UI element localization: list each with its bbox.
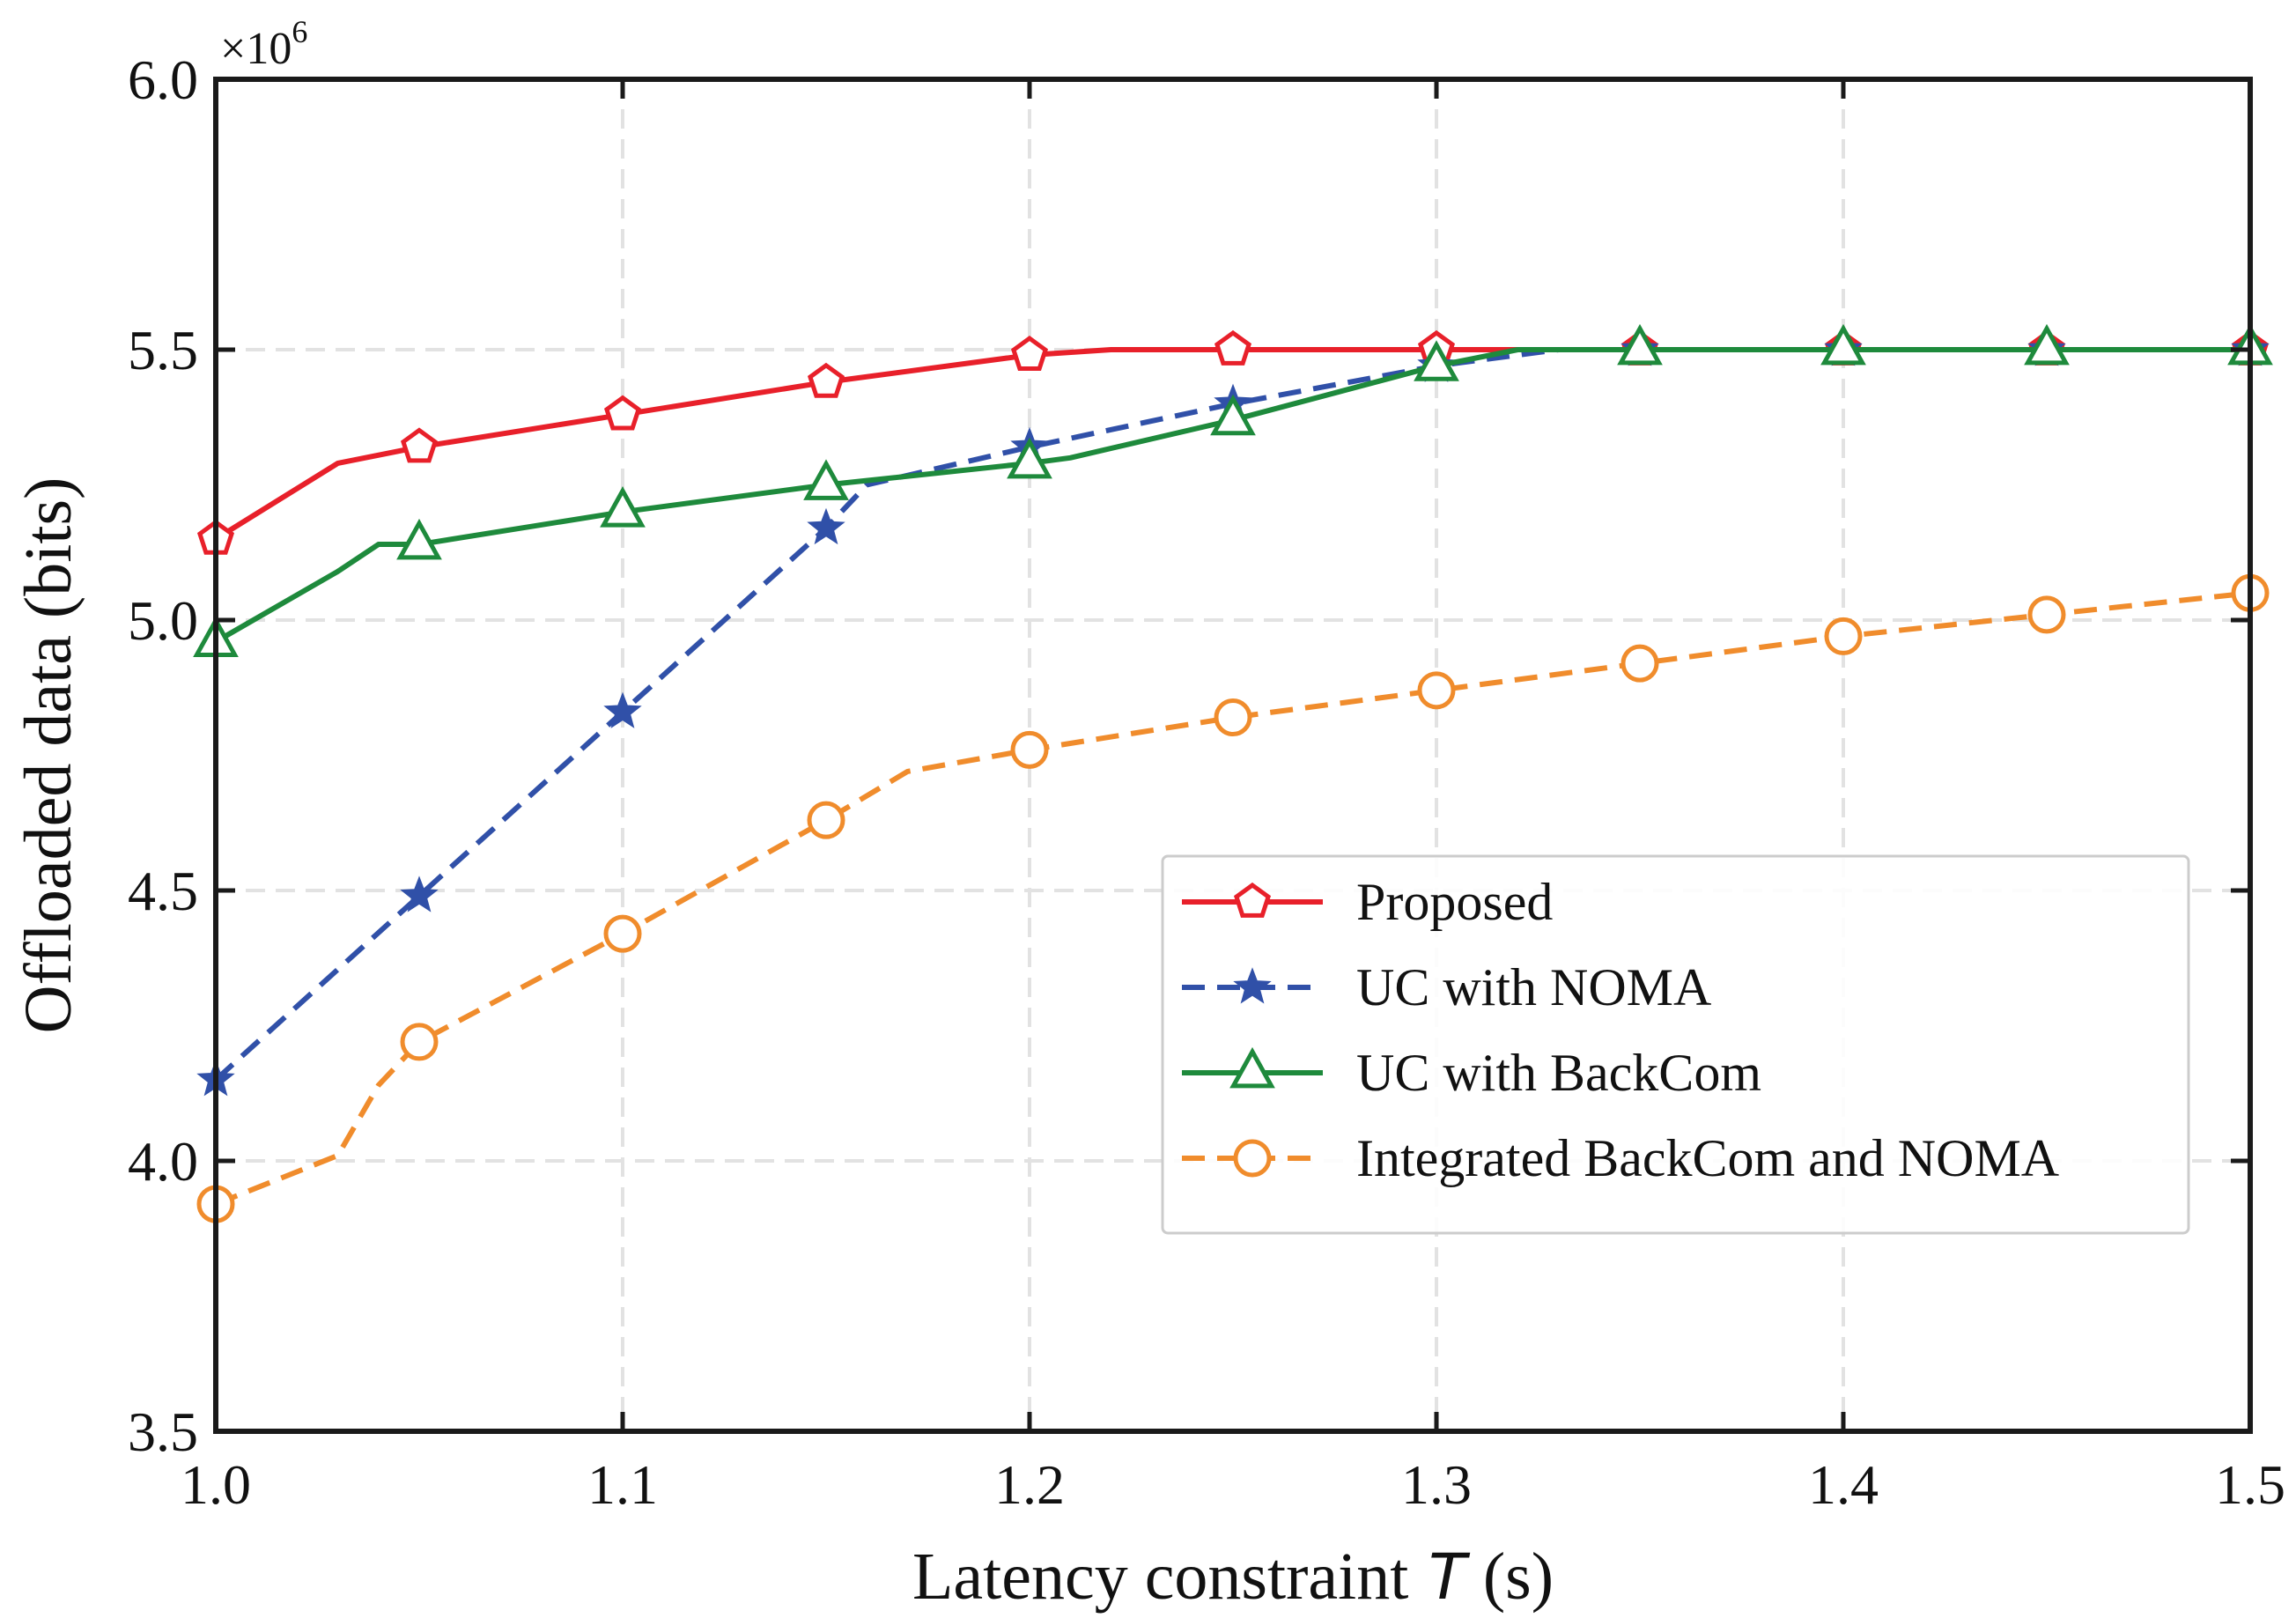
legend-box	[1161, 854, 2190, 1235]
series-line	[214, 347, 2250, 645]
data-point	[2024, 323, 2070, 366]
series-0	[196, 329, 2270, 555]
x-tick-label: 1.3	[1401, 1453, 1472, 1516]
data-point	[1210, 394, 1256, 436]
y-multiplier: ×106	[220, 14, 307, 74]
data-point	[1010, 336, 1049, 372]
legend-label: Proposed	[1356, 873, 1553, 931]
legend-item: UC with NOMA	[1182, 958, 1711, 1016]
data-point	[1820, 323, 1866, 366]
y-tick-label: 3.5	[128, 1400, 198, 1463]
x-tick-label: 1.0	[181, 1453, 251, 1516]
data-point	[600, 486, 646, 528]
legend-label: UC with NOMA	[1356, 958, 1711, 1016]
y-tick-label: 4.5	[128, 860, 198, 922]
y-tick-label: 6.0	[128, 48, 198, 111]
data-point	[2027, 595, 2066, 634]
x-axis-label-main: Latency constraint	[912, 1540, 1425, 1614]
legend-item: Proposed	[1182, 873, 1553, 931]
data-point	[1617, 323, 1663, 366]
y-tick-label: 4.0	[128, 1130, 198, 1193]
legend-label: UC with BackCom	[1356, 1044, 1761, 1102]
data-point	[603, 914, 642, 953]
y-multiplier-exponent: 6	[292, 14, 307, 49]
data-point	[807, 507, 845, 545]
data-point	[1007, 437, 1052, 479]
data-point	[400, 1023, 439, 1061]
legend-swatch-marker	[1233, 882, 1272, 918]
y-tick-label: 5.0	[128, 589, 198, 652]
x-tick-label: 1.4	[1808, 1453, 1879, 1516]
legend-item: Integrated BackCom and NOMA	[1182, 1129, 2059, 1187]
data-point	[1620, 644, 1659, 683]
data-point	[1214, 698, 1252, 737]
data-point	[807, 362, 845, 398]
y-axis-label: Offloaded data (bits)	[11, 477, 85, 1034]
x-axis-label-unit: (s)	[1466, 1540, 1554, 1614]
data-point	[1824, 617, 1863, 655]
data-point	[803, 459, 849, 500]
data-point	[400, 875, 439, 912]
plot-frame	[213, 77, 2253, 1434]
legend-item: UC with BackCom	[1182, 1044, 1761, 1102]
data-point	[603, 691, 642, 728]
x-tick-label: 1.2	[994, 1453, 1065, 1516]
series-line	[214, 347, 2250, 542]
data-point	[603, 395, 642, 431]
y-tick-label: 5.5	[128, 319, 198, 381]
data-point	[1414, 340, 1459, 381]
axis-ticks: 1.0 1.1 1.2 1.3 1.4 1.5 3.5 4.0 4.5 5.0 5.5 6.0	[128, 48, 2285, 1516]
data-point	[807, 801, 845, 839]
data-point	[396, 518, 442, 560]
legend-swatch-marker	[1233, 967, 1272, 1004]
data-point	[1417, 671, 1456, 710]
legend-label: Integrated BackCom and NOMA	[1356, 1129, 2059, 1187]
series-line	[214, 590, 2251, 1207]
legend-swatch-marker	[1229, 1046, 1275, 1089]
y-multiplier-base: ×10	[220, 24, 292, 74]
series-3	[196, 573, 2270, 1223]
data-point	[1214, 329, 1252, 366]
data-point	[1010, 730, 1049, 769]
series-2	[193, 323, 2273, 657]
x-tick-label: 1.5	[2215, 1453, 2285, 1516]
x-axis-label-variable: T	[1425, 1539, 1470, 1614]
legend-swatch-marker	[1233, 1139, 1272, 1178]
x-tick-label: 1.1	[587, 1453, 658, 1516]
data-point	[400, 427, 439, 463]
x-axis-label: Latency constraint T (s)	[912, 1539, 1554, 1614]
legend: Proposed UC with NOMA UC with BackCom Integ…	[1161, 854, 2190, 1235]
